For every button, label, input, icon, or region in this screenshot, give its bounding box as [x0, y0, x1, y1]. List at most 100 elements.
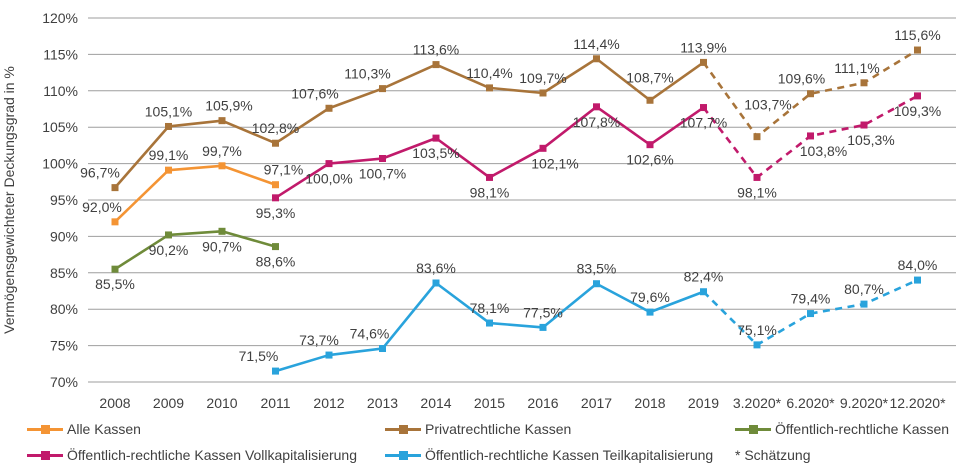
legend-label: Öffentlich-rechtliche Kassen Vollkapital…	[67, 447, 358, 463]
data-point-marker	[165, 122, 172, 130]
data-point-label: 108,7%	[626, 69, 673, 85]
y-tick-label: 70%	[50, 374, 78, 390]
x-tick-label: 2019	[688, 395, 719, 411]
legend-label: Öffentlich-rechtliche Kassen Teilkapital…	[425, 447, 714, 463]
data-point-marker	[860, 79, 868, 87]
data-point-label: 79,4%	[791, 291, 831, 307]
data-point-marker	[432, 279, 440, 287]
data-point-label: 78,1%	[470, 300, 510, 316]
series-line-estimate	[702, 278, 919, 347]
legend-swatch-icon	[735, 424, 771, 435]
data-point-marker	[646, 308, 654, 316]
legend-item-öffentlich-rechtliche-kassen-teilkapitalisierung: Öffentlich-rechtliche Kassen Teilkapital…	[385, 442, 735, 468]
data-point-label: 96,7%	[80, 165, 120, 181]
series-öffentlich-rechtliche-kassen	[111, 227, 279, 273]
x-tick-label: 2009	[153, 395, 184, 411]
data-point-label: 99,1%	[149, 147, 189, 163]
data-point-marker	[753, 133, 761, 141]
data-point-label: 80,7%	[844, 281, 884, 297]
data-point-label: 90,7%	[202, 238, 242, 254]
y-tick-label: 75%	[50, 338, 78, 354]
legend-label: Privatrechtliche Kassen	[425, 421, 572, 437]
data-point-label: 71,5%	[239, 348, 279, 364]
data-point-label: 107,6%	[291, 85, 338, 101]
y-tick-label: 80%	[50, 301, 78, 317]
legend-swatch-icon	[385, 450, 421, 461]
x-tick-label: 12.2020*	[889, 395, 946, 411]
data-point-marker	[272, 243, 279, 251]
data-point-label: 109,6%	[778, 71, 825, 87]
data-point-marker	[700, 104, 707, 112]
legend-swatch-icon	[27, 450, 63, 461]
data-point-marker	[111, 184, 119, 192]
data-point-label: 105,3%	[847, 132, 894, 148]
data-point-marker	[486, 319, 493, 327]
data-point-marker	[807, 132, 814, 140]
legend-item-privatrechtliche-kassen: Privatrechtliche Kassen	[385, 416, 735, 442]
x-tick-label: 9.2020*	[840, 395, 889, 411]
data-point-label: 102,6%	[626, 152, 673, 168]
series-öffentlich-rechtliche-kassen-teilkapitalisierung	[272, 276, 921, 375]
data-point-label: 113,6%	[413, 42, 459, 58]
data-point-label: 102,8%	[252, 120, 299, 136]
data-point-marker	[165, 166, 172, 174]
data-point-marker	[593, 103, 600, 111]
x-tick-label: 2011	[260, 395, 290, 411]
data-point-label: 103,8%	[800, 143, 847, 159]
data-point-label: 84,0%	[898, 257, 938, 273]
x-tick-label: 2014	[420, 395, 451, 411]
legend-item-alle-kassen: Alle Kassen	[27, 416, 385, 442]
data-point-marker	[539, 323, 547, 331]
data-point-marker	[272, 194, 279, 202]
data-point-marker	[432, 61, 440, 69]
legend-swatch-icon	[27, 424, 63, 435]
legend-swatch-icon	[385, 424, 421, 435]
data-point-label: 110,3%	[344, 66, 390, 82]
data-point-marker	[860, 121, 868, 129]
data-point-marker	[325, 160, 333, 168]
data-point-marker	[272, 139, 279, 147]
data-point-marker	[379, 155, 386, 163]
y-tick-label: 95%	[50, 192, 78, 208]
data-point-marker	[218, 117, 226, 125]
x-tick-label: 2012	[313, 395, 344, 411]
data-point-label: 103,7%	[744, 97, 791, 113]
x-tick-label: 2010	[206, 395, 237, 411]
data-point-marker	[165, 231, 172, 239]
data-point-label: 88,6%	[256, 254, 296, 270]
data-point-label: 85,5%	[95, 276, 135, 292]
legend-item-öffentlich-rechtliche-kassen: Öffentlich-rechtliche Kassen	[735, 416, 960, 442]
deckungsgrad-line-chart: 120% 115% 110% 105% 100% 95% 90% 85% 80% 75% 70% 20…	[1, 10, 956, 411]
y-tick-label: 105%	[42, 119, 78, 135]
x-tick-label: 2017	[581, 395, 612, 411]
data-point-marker	[432, 134, 440, 142]
data-point-marker	[646, 141, 654, 149]
data-point-label: 75,1%	[737, 322, 777, 338]
y-tick-label: 115%	[43, 46, 78, 62]
data-point-label: 83,5%	[577, 261, 617, 277]
series-privatrechtliche-kassen	[111, 46, 921, 192]
data-point-marker	[860, 300, 868, 308]
data-point-label: 102,1%	[531, 155, 578, 171]
x-tick-label: 2008	[99, 395, 130, 411]
data-point-label: 98,1%	[737, 184, 777, 200]
legend: Alle Kassen Privatrechtliche Kassen Öffent…	[0, 416, 960, 468]
y-tick-label: 85%	[50, 265, 78, 281]
data-point-label: 113,9%	[680, 39, 726, 55]
data-point-marker	[646, 96, 654, 104]
estimate-footnote: * Schätzung	[735, 447, 811, 463]
data-point-marker	[325, 351, 333, 359]
data-point-marker	[111, 218, 119, 226]
data-point-marker	[700, 288, 707, 296]
data-point-marker	[272, 367, 279, 375]
data-point-label: 83,6%	[416, 260, 456, 276]
data-point-label: 98,1%	[470, 184, 510, 200]
x-tick-label: 2016	[527, 395, 558, 411]
y-tick-label: 110%	[43, 83, 78, 99]
data-point-label: 99,7%	[202, 143, 242, 159]
data-point-marker	[753, 341, 761, 349]
x-tick-label: 6.2020*	[786, 395, 835, 411]
y-tick-label: 100%	[42, 156, 78, 172]
y-axis-title: Vermögensgewichteter Deckungsgrad in %	[1, 66, 17, 334]
legend-label: Öffentlich-rechtliche Kassen	[775, 421, 950, 437]
